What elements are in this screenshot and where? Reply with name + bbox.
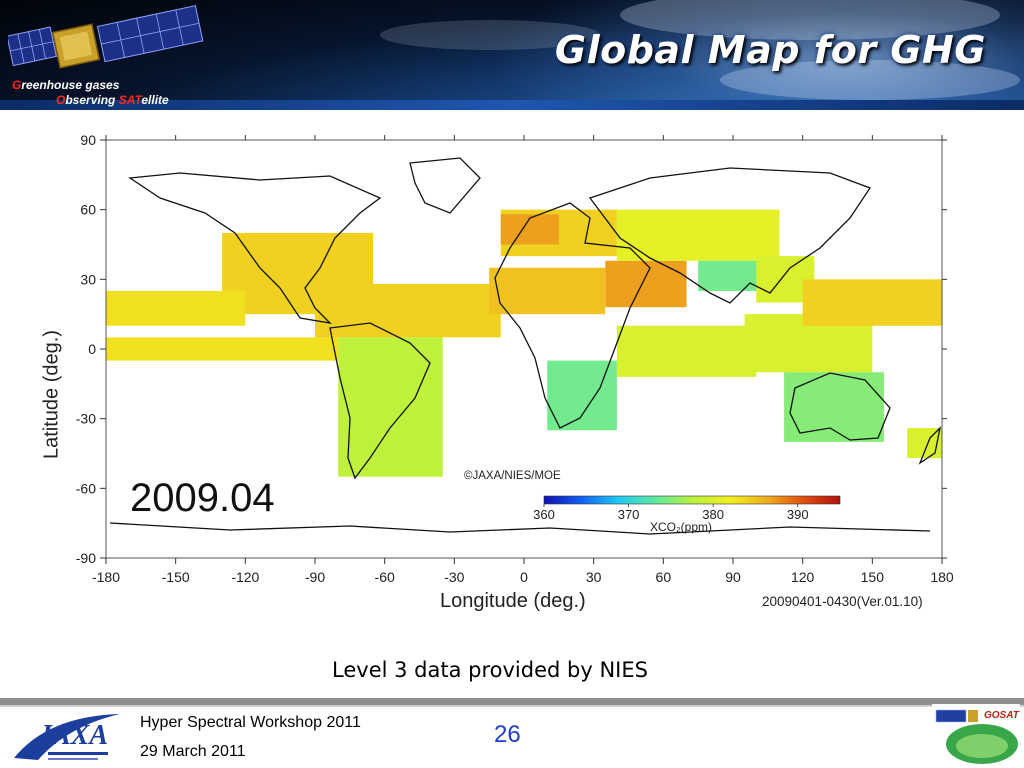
gosat-satellite-icon [8, 5, 204, 69]
region-cell [802, 279, 942, 326]
region-cell [338, 337, 443, 477]
x-tick-label: 180 [930, 569, 954, 585]
region-cell [106, 290, 246, 326]
colorbar-gradient [543, 495, 841, 505]
colorbar-tick-label: 370 [618, 507, 640, 522]
colorbar-tick-label: 390 [787, 507, 809, 522]
region-cell [616, 209, 780, 261]
presentation-date: 29 March 2011 [140, 743, 246, 760]
coastline-outline [109, 157, 942, 535]
chart-canvas: -180 -150 -120 -90 -60 -30 0 30 60 90 120 150 180 90 6… [76, 132, 954, 585]
y-tick-label: -30 [76, 411, 96, 427]
earth-glow [484, 0, 1024, 110]
footer-divider-light [0, 705, 1024, 707]
colorbar-label: XCO₂(ppm) [650, 520, 712, 534]
jaxa-logo-text: JAXA [37, 720, 108, 751]
x-axis-label: Longitude (deg.) [440, 590, 586, 612]
x-tick-label: -90 [305, 569, 325, 585]
page-number: 26 [494, 721, 521, 748]
figure-caption: Level 3 data provided by NIES [332, 658, 648, 682]
y-tick-label: 90 [80, 132, 96, 148]
x-tick-label: -150 [162, 569, 190, 585]
x-tick-label: -180 [92, 569, 120, 585]
y-tick-label: -60 [76, 480, 96, 496]
colorbar-tick-label: 380 [702, 507, 724, 522]
colorbar-tick-label: 360 [533, 507, 555, 522]
y-tick-label: 30 [80, 271, 96, 287]
x-tick-label: 120 [791, 569, 815, 585]
x-tick-label: -120 [231, 569, 259, 585]
x-tick-label: -30 [444, 569, 464, 585]
cloud-decoration [380, 20, 600, 50]
gosat-logo-icon: GOSAT [932, 704, 1020, 766]
period-label: 2009.04 [130, 476, 275, 520]
cloud-decoration [620, 0, 1000, 40]
region-cell [616, 325, 757, 377]
region-cell [315, 283, 501, 338]
page-title: Global Map for GHG [554, 28, 986, 72]
header-band [0, 100, 1024, 110]
region-cell [489, 267, 606, 315]
y-tick-label: 60 [80, 202, 96, 218]
x-tick-label: 150 [861, 569, 885, 585]
axes: -180 -150 -120 -90 -60 -30 0 30 60 90 120 150 180 90 6… [76, 132, 954, 585]
y-tick-label: 0 [88, 341, 96, 357]
workshop-name: Hyper Spectral Workshop 2011 [140, 714, 361, 731]
gosat-logo-text: Greenhouse gases Observing SATellite [12, 78, 169, 107]
jaxa-logo-icon: JAXA [14, 714, 120, 760]
region-cell [605, 260, 687, 308]
y-axis-label: Latitude (deg.) [40, 330, 63, 459]
x-tick-label: 0 [520, 569, 528, 585]
gosat-logo-label: GOSAT [984, 710, 1020, 721]
version-label: 20090401-0430(Ver.01.10) [762, 594, 923, 609]
header-banner: Greenhouse gases Observing SATellite Glo… [0, 0, 1024, 110]
y-tick-label: -90 [76, 550, 96, 566]
x-tick-label: -60 [375, 569, 395, 585]
x-tick-label: 30 [586, 569, 602, 585]
x-tick-label: 90 [725, 569, 741, 585]
cloud-decoration [720, 60, 1020, 100]
copyright-label: ©JAXA/NIES/MOE [464, 470, 561, 482]
region-cell [106, 337, 339, 361]
xco2-map-chart: -180 -150 -120 -90 -60 -30 0 30 60 90 120 150 180 90 6… [30, 118, 1010, 618]
colorbar: 360 370 380 390 [533, 495, 841, 522]
footer-divider [0, 698, 1024, 705]
x-tick-label: 60 [656, 569, 672, 585]
